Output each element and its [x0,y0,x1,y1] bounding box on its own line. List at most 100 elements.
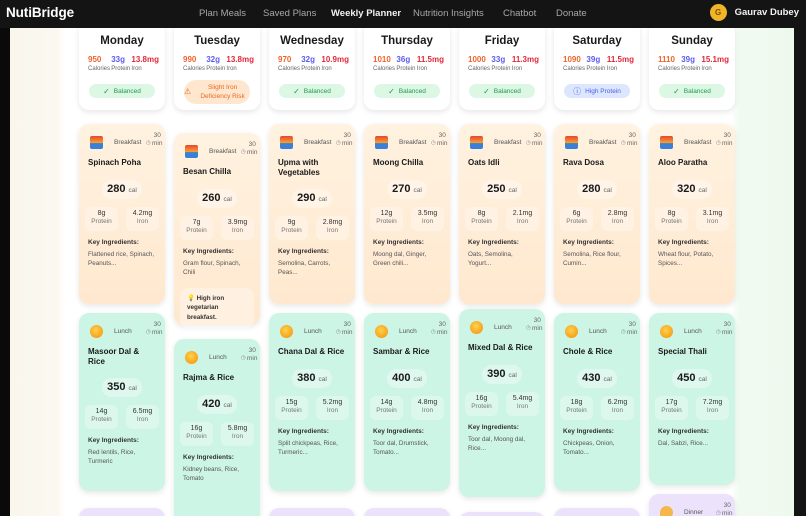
meal-name: Rava Dosa [563,158,604,167]
lunch-card-monday[interactable]: Lunch ◷ 30 min Masoor Dal & Rice 350 cal … [79,313,165,491]
protein-label: Protein [281,226,302,234]
protein-label: Protein [301,66,321,72]
stat-iron: 13.8mg Iron [131,55,159,72]
meal-type: Lunch [684,328,702,335]
lunch-card-friday[interactable]: Lunch ◷ 30 min Mixed Dal & Rice 390 cal 1… [459,309,545,497]
avatar[interactable]: G [709,4,727,21]
protein-label: Protein [186,227,207,234]
calorie-number: 390 [487,368,506,380]
calorie-unit: cal [413,376,422,383]
brand-logo[interactable]: NutiBridge [6,5,74,20]
calorie-number: 400 [392,372,411,384]
protein-value: 9g [287,218,296,226]
breakfast-card-thursday[interactable]: Breakfast ◷ 30 min Moong Chilla 270 cal 1… [364,124,450,304]
nav-plan-meals[interactable]: Plan Meals [199,8,246,19]
sun-icon [375,325,388,338]
breakfast-card-sunday[interactable]: Breakfast ◷ 30 min Aloo Paratha 320 cal 8… [649,124,735,304]
iron-label: Iron [516,218,529,225]
meal-duration: 30 min [342,321,353,336]
lunch-card-wednesday[interactable]: Lunch ◷ 30 min Chana Dal & Rice 380 cal 1… [269,313,355,491]
calories-label: Calories [563,66,586,72]
ingredients-text: Toor dal, Moong dal, Rice... [468,436,526,453]
meal-header: Breakfast ◷ 30 min [649,124,735,158]
protein-value: 12g [380,210,393,217]
ingredients-title: Key Ingredients: [373,428,424,435]
stat-protein: 32g Protein [206,55,225,72]
day-stats: 970 Calories 32g Protein 10.9mg Iron [269,55,355,72]
status-text: Balanced [113,87,141,95]
iron-label: Iron [511,66,523,72]
meal-duration: 30 min [532,132,543,147]
macro-iron: 4.8mg Iron [411,396,444,420]
breakfast-card-wednesday[interactable]: Breakfast ◷ 30 min Upma with Vegetables 2… [269,124,355,304]
meal-header: Lunch ◷ 30 min [554,313,640,347]
meal-macros: 16g Protein 5.4mg Iron [459,392,545,416]
breakfast-card-monday[interactable]: Breakfast ◷ 30 min Spinach Poha 280 cal 8… [79,124,165,304]
protein-label: Protein [186,433,207,440]
lunch-card-thursday[interactable]: Lunch ◷ 30 min Sambar & Rice 400 cal 14g … [364,313,450,491]
breakfast-card-friday[interactable]: Breakfast ◷ 30 min Oats Idli 250 cal 8g P… [459,124,545,304]
protein-label: Protein [566,407,587,414]
macro-protein: 12g Protein [370,207,403,231]
stat-calories: 990 Calories [183,55,205,72]
lunch-card-sunday[interactable]: Lunch ◷ 30 min Special Thali 450 cal 17g … [649,313,735,485]
lunch-card-tuesday[interactable]: Lunch ◷ 30 min Rajma & Rice 420 cal 16g P… [174,339,260,516]
ingredients-text: Chickpeas, Onion, Tomato... [563,440,615,457]
iron-value: 4.2mg [132,210,153,217]
macro-iron: 5.8mg Iron [221,422,254,446]
protein-value: 17g [665,399,678,406]
day-stats: 1090 Calories 39g Protein 11.5mg Iron [554,55,640,72]
nav-donate[interactable]: Donate [556,8,587,19]
clock-icon: ◷ [526,140,531,146]
stat-protein: 33g Protein [111,55,130,72]
breakfast-card-saturday[interactable]: Breakfast ◷ 30 min Rava Dosa 280 cal 6g P… [554,124,640,304]
meal-type: Breakfast [399,139,427,146]
macro-iron: 5.2mg Iron [316,396,349,420]
sun-icon [660,325,673,338]
meal-calories: 400 cal [387,369,427,388]
nav-weekly-planner[interactable]: Weekly Planner [331,8,402,19]
moon-icon [660,506,673,516]
macro-protein: 9g Protein [275,215,308,240]
calories-label: Calories [183,66,206,72]
iron-value: 10.9mg [321,55,349,64]
calorie-unit: cal [128,187,137,194]
meal-type: Lunch [114,328,132,335]
calorie-number: 250 [487,183,506,195]
meal-header: Breakfast ◷ 30 min [79,124,165,158]
meal-duration: 30 min [627,132,638,147]
lunch-card-saturday[interactable]: Lunch ◷ 30 min Chole & Rice 430 cal 18g P… [554,313,640,491]
protein-value: 33g [111,55,125,64]
ingredients-title: Key Ingredients: [88,436,139,444]
nav-saved-plans[interactable]: Saved Plans [263,8,317,19]
iron-value: 15.1mg [701,55,729,64]
stat-calories: 1000 Calories [468,55,490,72]
protein-label: Protein [566,218,587,225]
meal-calories: 320 cal [672,180,712,199]
ingredients-title: Key Ingredients: [658,239,709,246]
breakfast-card-tuesday[interactable]: Breakfast ◷ 30 min Besan Chilla 260 cal 7… [174,133,260,329]
macro-iron: 2.8mg Iron [601,207,634,231]
iron-value: 3.5mg [417,210,438,217]
ingredients-text: Kidney beans, Rice, Tomato [183,466,240,483]
status-icon: ⓘ [573,86,582,96]
user-menu[interactable]: G Gaurav Dubey [709,4,799,21]
iron-label: Iron [231,433,244,440]
nav-nutrition-insights[interactable]: Nutrition Insights [413,8,484,19]
iron-value: 11.5mg [416,55,444,64]
calories-value: 1010 [373,55,391,64]
user-name[interactable]: Gaurav Dubey [734,7,799,18]
nav-chatbot[interactable]: Chatbot [503,8,537,19]
protein-value: 33g [491,55,506,64]
weekly-planner-page: Monday 950 Calories 33g Protein 13.8mg I… [10,28,794,516]
meal-name: Sambar & Rice [373,347,430,356]
iron-label: Iron [136,218,149,225]
meal-type: Breakfast [114,139,142,146]
